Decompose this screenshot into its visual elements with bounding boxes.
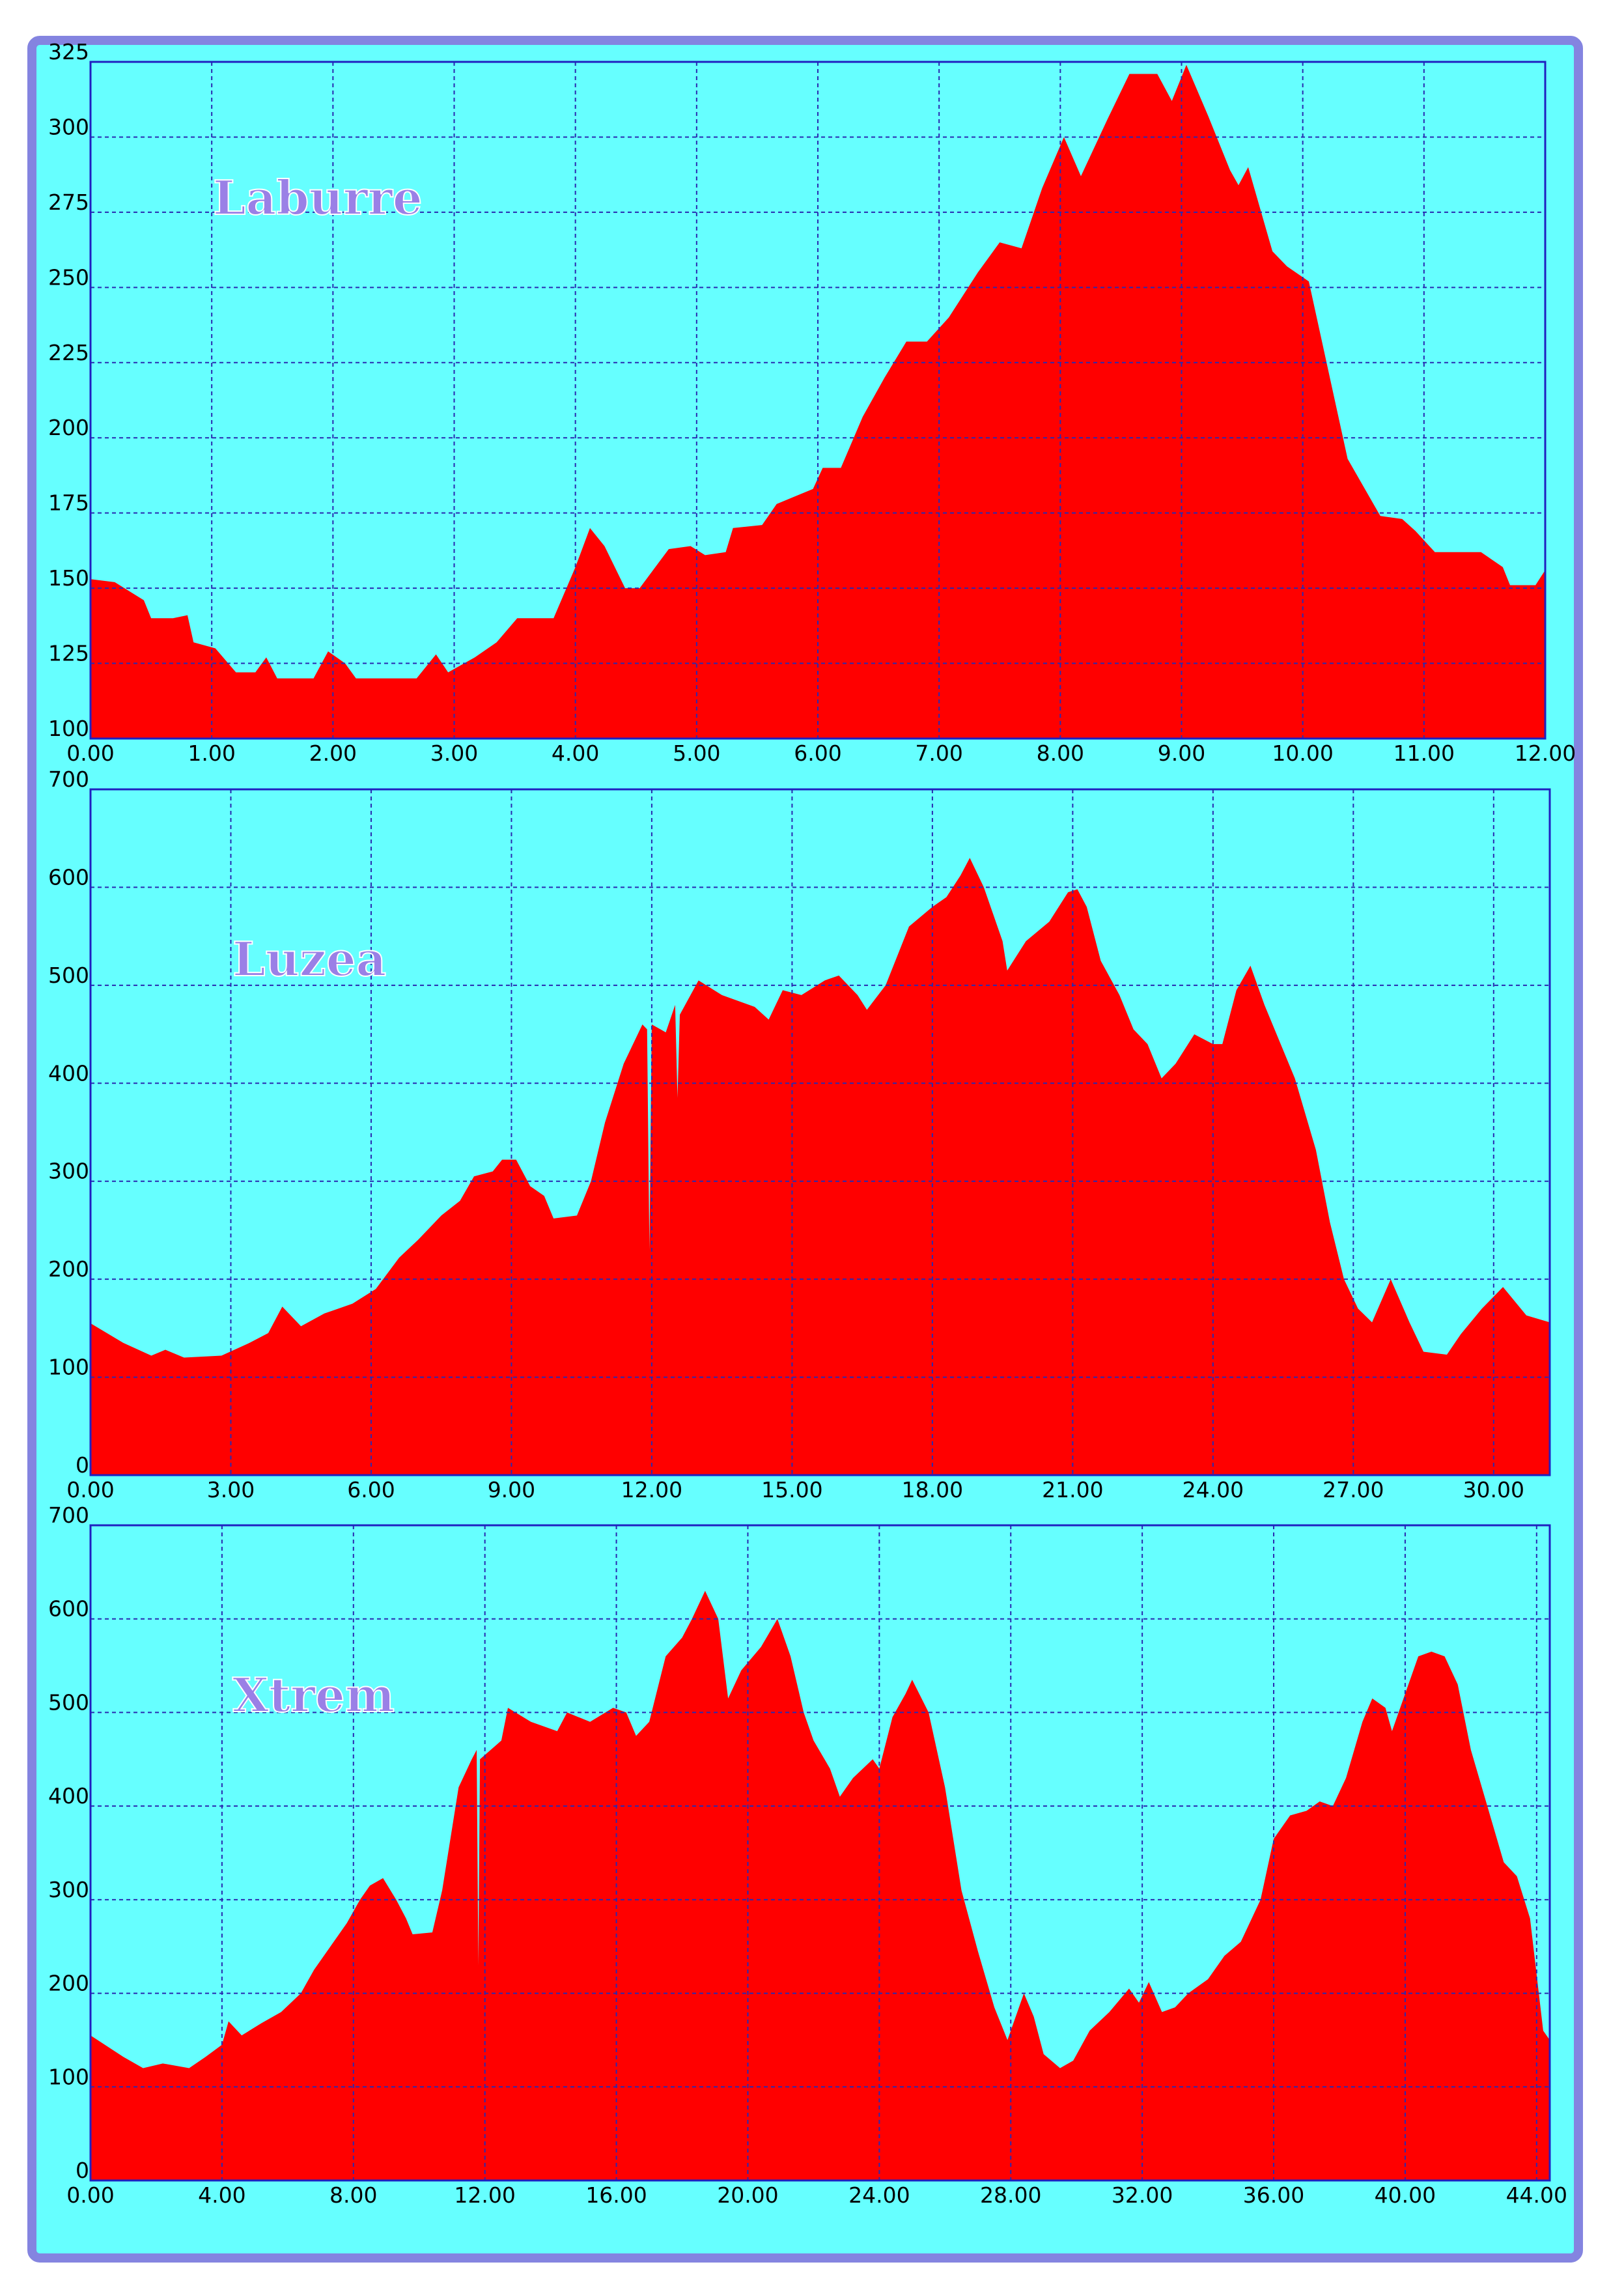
chart-title: Laburre [213, 170, 423, 225]
x-tick-label: 5.00 [673, 741, 720, 766]
x-tick-label: 40.00 [1375, 2182, 1436, 2208]
x-tick-label: 4.00 [552, 741, 599, 766]
x-tick-label: 9.00 [488, 1477, 535, 1502]
y-tick-label: 700 [48, 1502, 89, 1528]
x-tick-label: 16.00 [585, 2182, 647, 2208]
x-tick-label: 8.00 [1037, 741, 1084, 766]
y-tick-label: 300 [48, 114, 89, 139]
plot-border [89, 61, 1547, 740]
x-tick-label: 10.00 [1272, 741, 1333, 766]
x-tick-label: 15.00 [761, 1477, 822, 1502]
chart-title: Luzea [232, 931, 386, 987]
y-tick-label: 250 [48, 264, 89, 290]
y-tick-label: 600 [48, 1596, 89, 1622]
x-tick-label: 12.00 [454, 2182, 515, 2208]
x-tick-label: 18.00 [902, 1477, 963, 1502]
x-tick-label: 36.00 [1243, 2182, 1304, 2208]
y-tick-label: 125 [48, 641, 89, 666]
y-tick-label: 300 [48, 1159, 89, 1184]
x-tick-label: 28.00 [980, 2182, 1041, 2208]
x-tick-label: 3.00 [207, 1477, 255, 1502]
x-tick-label: 0.00 [66, 741, 114, 766]
y-tick-label: 100 [48, 1355, 89, 1380]
x-tick-label: 32.00 [1112, 2182, 1173, 2208]
x-tick-label: 30.00 [1463, 1477, 1524, 1502]
y-tick-label: 0 [76, 2158, 89, 2183]
elevation-area [91, 858, 1550, 1475]
x-tick-label: 12.00 [1515, 741, 1576, 766]
x-tick-label: 4.00 [198, 2182, 245, 2208]
plot-border [89, 788, 1551, 1476]
x-tick-label: 2.00 [309, 741, 357, 766]
x-tick-label: 20.00 [717, 2182, 778, 2208]
y-tick-label: 0 [76, 1452, 89, 1478]
plot-border [89, 1524, 1551, 2182]
x-tick-label: 24.00 [1183, 1477, 1244, 1502]
y-tick-label: 200 [48, 1971, 89, 1996]
x-tick-label: 6.00 [347, 1477, 395, 1502]
y-tick-label: 500 [48, 1689, 89, 1715]
y-tick-label: 400 [48, 1060, 89, 1086]
x-tick-label: 44.00 [1506, 2182, 1567, 2208]
y-tick-label: 200 [48, 1256, 89, 1282]
y-tick-label: 175 [48, 490, 89, 516]
x-tick-label: 7.00 [915, 741, 962, 766]
y-tick-label: 150 [48, 565, 89, 591]
y-tick-label: 200 [48, 415, 89, 440]
y-tick-label: 400 [48, 1783, 89, 1809]
y-tick-label: 275 [48, 190, 89, 215]
x-tick-label: 3.00 [430, 741, 478, 766]
y-tick-label: 325 [48, 39, 89, 64]
y-tick-label: 500 [48, 963, 89, 988]
y-tick-label: 100 [48, 2064, 89, 2089]
x-tick-label: 11.00 [1393, 741, 1455, 766]
x-tick-label: 21.00 [1042, 1477, 1103, 1502]
elevation-area [91, 64, 1545, 739]
x-tick-label: 12.00 [621, 1477, 682, 1502]
y-tick-label: 600 [48, 864, 89, 890]
y-tick-label: 225 [48, 340, 89, 365]
x-tick-label: 9.00 [1158, 741, 1205, 766]
x-tick-label: 24.00 [848, 2182, 910, 2208]
y-tick-label: 300 [48, 1877, 89, 1902]
x-tick-label: 0.00 [66, 1477, 114, 1502]
chart-title: Xtrem [232, 1667, 395, 1723]
y-tick-label: 700 [48, 767, 89, 792]
x-tick-label: 1.00 [188, 741, 235, 766]
x-tick-label: 0.00 [66, 2182, 114, 2208]
x-tick-label: 6.00 [794, 741, 841, 766]
x-tick-label: 8.00 [329, 2182, 377, 2208]
x-tick-label: 27.00 [1323, 1477, 1384, 1502]
elevation-area [91, 1590, 1550, 2180]
y-tick-label: 100 [48, 716, 89, 741]
